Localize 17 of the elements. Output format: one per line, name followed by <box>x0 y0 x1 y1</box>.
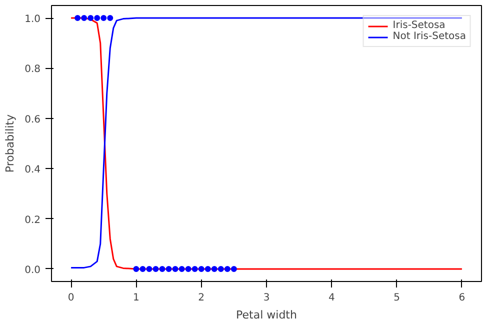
legend-label: Not Iris-Setosa <box>392 31 466 42</box>
y-tick-label: 1.0 <box>24 14 41 26</box>
x-axis-title: Petal width <box>236 308 297 322</box>
x-tick-label: 4 <box>328 292 335 304</box>
y-tick-label: 0.8 <box>24 64 41 76</box>
x-tick-label: 6 <box>458 292 466 304</box>
x-tick-label: 1 <box>133 292 140 304</box>
y-tick-label: 0.6 <box>24 114 41 126</box>
x-tick-label: 5 <box>394 292 400 304</box>
y-tick-label: 0.0 <box>24 264 41 276</box>
y-tick-label: 0.4 <box>24 164 41 176</box>
legend-label: Iris-Setosa <box>392 20 446 31</box>
x-tick-label: 0 <box>68 292 74 304</box>
x-tick-label: 2 <box>198 292 205 304</box>
y-axis-title: Probability <box>4 114 17 173</box>
x-tick-label: 3 <box>263 292 270 304</box>
y-tick-label: 0.2 <box>24 214 41 226</box>
